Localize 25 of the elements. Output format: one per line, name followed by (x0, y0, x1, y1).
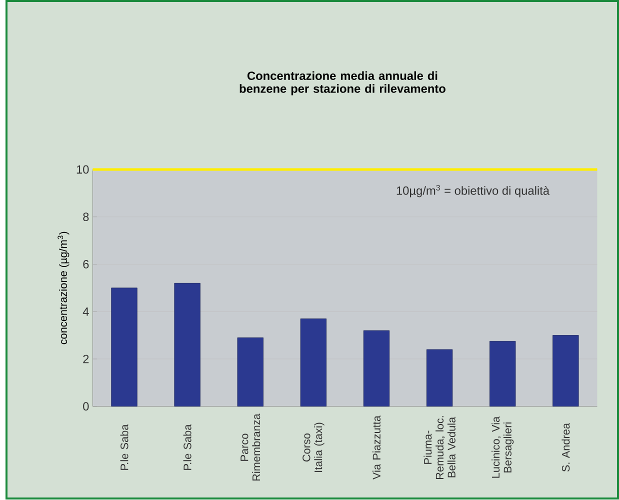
x-tick-label: Corso Italia (taxi) (302, 422, 324, 472)
y-tick-label: 2 (83, 355, 89, 364)
bar (237, 338, 264, 407)
y-tick-label: 10 (76, 166, 89, 174)
bar (426, 350, 453, 407)
bar (490, 341, 516, 407)
bar (552, 335, 579, 407)
y-axis-title: concentrazione (µg/m$^{3}$) (58, 232, 70, 344)
bar (300, 318, 327, 407)
y-tick-label: 4 (82, 308, 89, 316)
chart-title: Concentrazione media annuale di benzene per stazione di rilevamento (240, 72, 446, 96)
bar (174, 283, 200, 407)
x-tick-label: Lucinico, Via Bersaglieri (492, 416, 514, 478)
y-tick-label: 8 (83, 212, 89, 222)
bar (363, 330, 390, 407)
x-tick-label: Via Piazzutta (372, 416, 380, 480)
y-tick-label: 0 (83, 402, 89, 411)
x-tick-label: S. Andrea (562, 423, 570, 472)
x-tick-label: P.le Saba (183, 424, 192, 470)
y-tick-label: 6 (83, 260, 89, 269)
x-tick-label: P.le Saba (120, 424, 128, 470)
ref-line-label: 10µg/m$^{3}$ = obiettivo di qualità (396, 185, 550, 198)
bar (111, 288, 138, 407)
x-tick-label: Piuma-Remuda, loc. Bella Vedula (424, 416, 456, 480)
x-tick-label: Parco Rimembranza (240, 414, 260, 481)
